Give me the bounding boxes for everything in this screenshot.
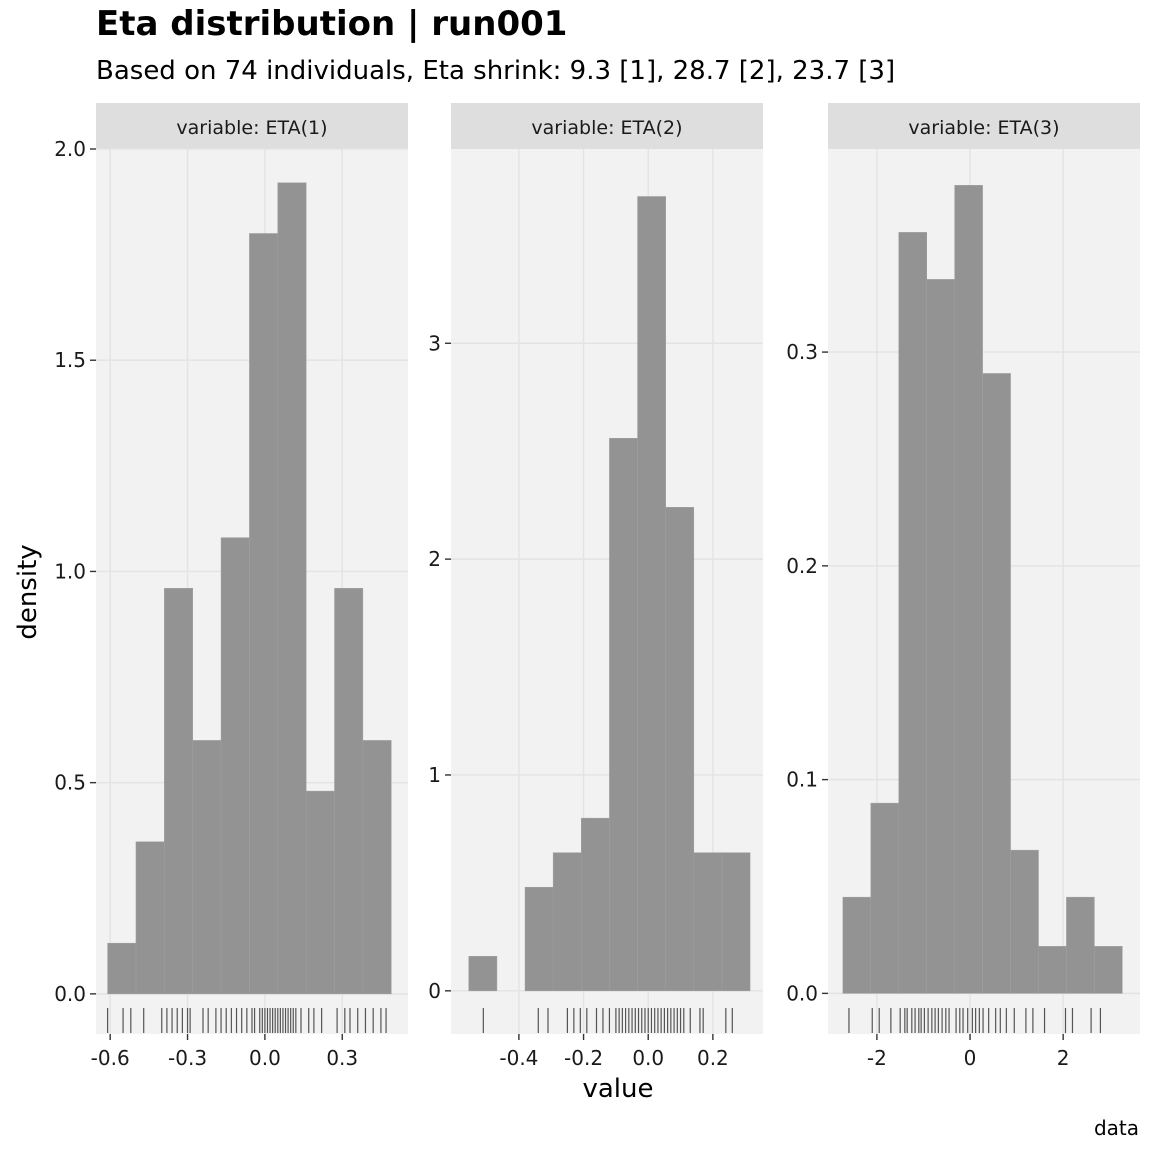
histogram-bar <box>305 790 335 995</box>
facet-panel-1: variable: ETA(1) 0.0 0.5 1.0 1.5 2.0 -0.6 -0.3 0… <box>54 103 408 1070</box>
chart-subtitle: Based on 74 individuals, Eta shrink: 9.3… <box>96 56 896 86</box>
histogram-bar <box>898 232 927 994</box>
histogram-bar <box>1094 946 1123 994</box>
x-tick-label: -0.4 <box>499 1046 538 1070</box>
x-tick-label: 0.3 <box>326 1046 358 1070</box>
x-tick-label: 0.0 <box>632 1046 664 1070</box>
histogram-bar <box>1038 946 1067 994</box>
histogram-bar <box>954 185 983 994</box>
histogram-bar <box>468 956 498 992</box>
y-tick-label: 1.5 <box>54 348 86 372</box>
histogram-bar <box>524 886 554 992</box>
facet-panel-2: variable: ETA(2) 0 1 2 3 -0.4 -0.2 0.0 0.2 <box>428 103 763 1070</box>
x-tick-label: 0.2 <box>697 1046 729 1070</box>
y-tick-label: 0.2 <box>786 554 818 578</box>
caption: data <box>1094 1116 1139 1140</box>
y-tick-label: 2 <box>428 547 441 571</box>
x-tick-label: 0.0 <box>249 1046 281 1070</box>
x-tick-label: -0.6 <box>91 1046 130 1070</box>
histogram-bar <box>220 537 250 995</box>
x-tick-label: -0.2 <box>564 1046 603 1070</box>
histogram-bar <box>552 852 582 992</box>
histogram-bar <box>665 507 695 992</box>
histogram-bar <box>107 942 137 995</box>
histogram-bar <box>1066 896 1095 994</box>
histogram-bar <box>721 852 751 992</box>
histogram-bar <box>609 437 638 992</box>
y-tick-label: 0.0 <box>54 982 86 1006</box>
histogram-bar <box>693 852 723 992</box>
facet-strip <box>96 103 408 149</box>
chart-title: Eta distribution | run001 <box>96 4 568 44</box>
y-tick-label: 1 <box>428 763 441 787</box>
y-tick-label: 0.3 <box>786 340 818 364</box>
histogram-bar <box>249 233 279 995</box>
x-axis-title: value <box>582 1074 653 1104</box>
histogram-bar <box>581 817 610 992</box>
histogram-bar <box>192 740 222 995</box>
y-tick-label: 2.0 <box>54 137 86 161</box>
facet-strip-label: variable: ETA(2) <box>531 117 682 139</box>
y-tick-label: 0 <box>428 979 441 1003</box>
y-tick-label: 1.0 <box>54 559 86 583</box>
y-tick-label: 0.5 <box>54 771 86 795</box>
histogram-bar <box>870 802 900 994</box>
facet-strip-label: variable: ETA(1) <box>176 117 327 139</box>
histogram-bar <box>362 740 392 995</box>
x-tick-label: 0 <box>964 1046 977 1070</box>
y-tick-label: 3 <box>428 331 441 355</box>
x-tick-label: 2 <box>1057 1046 1070 1070</box>
histogram-bar <box>135 841 165 995</box>
x-tick-label: -0.3 <box>168 1046 207 1070</box>
histogram-bar <box>1010 849 1039 994</box>
x-tick-label: -2 <box>867 1046 887 1070</box>
y-axis-title: density <box>13 544 43 639</box>
histogram-bar <box>926 279 955 994</box>
y-tick-label: 0.0 <box>786 981 818 1005</box>
y-tick-label: 0.1 <box>786 768 818 792</box>
facet-strip <box>828 103 1140 149</box>
histogram-bar <box>982 373 1011 994</box>
histogram-bar <box>334 588 364 995</box>
histogram-bar <box>637 196 666 992</box>
histogram-bar <box>842 896 872 994</box>
facet-strip <box>451 103 763 149</box>
histogram-bar <box>164 588 193 995</box>
facet-panel-3: variable: ETA(3) 0.0 0.1 0.2 0.3 -2 0 2 <box>786 103 1140 1070</box>
facet-strip-label: variable: ETA(3) <box>908 117 1059 139</box>
histogram-bar <box>277 182 307 995</box>
